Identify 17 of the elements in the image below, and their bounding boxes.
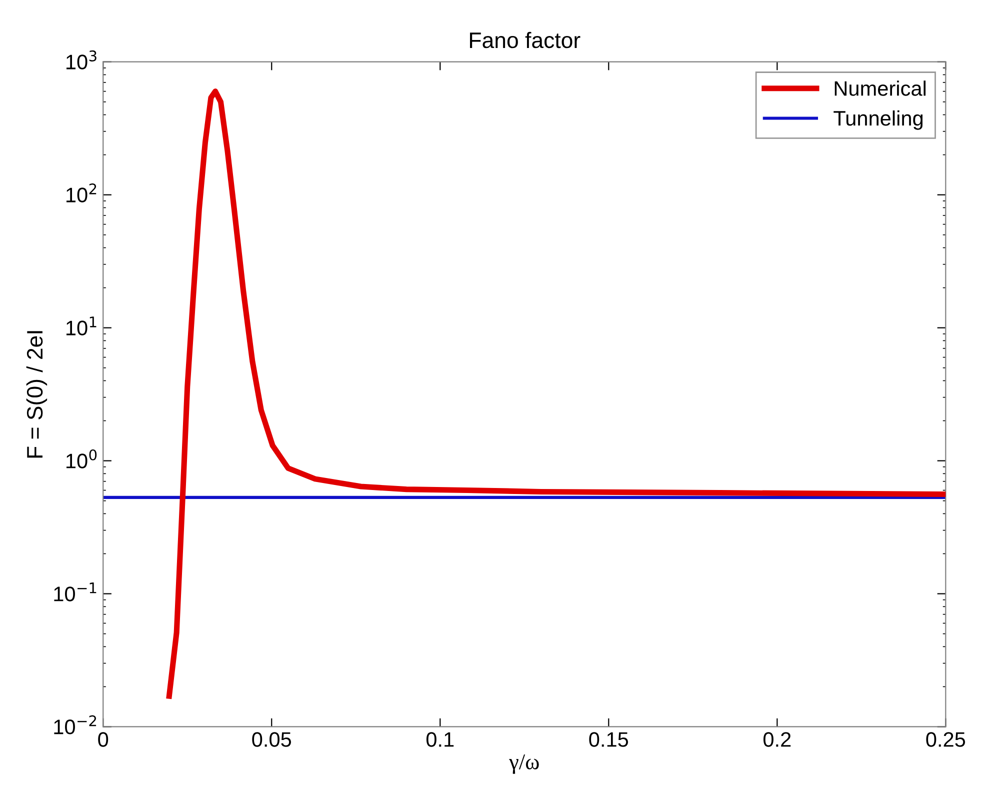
x-tick-label: 0.05 [252,732,292,747]
x-tick-label: 0.25 [926,732,966,747]
y-tick-label: 10$^{−1}$ [54,582,96,602]
y-tick-label: 10$^{2}$ [66,183,96,202]
x-tick-label: 0.1 [426,732,454,747]
x-tick-label: 0.2 [763,732,791,747]
legend-label: Numerical [834,80,926,96]
y-tick-label: 10$^{1}$ [66,316,96,336]
x-axis-title: γ/ω [509,754,539,774]
x-tick-label: 0.15 [589,732,628,747]
x-tick-label: 0 [98,732,108,747]
y-tick-label: 10$^{3}$ [66,50,96,70]
y-axis-title: F = S(0) / 2eI [26,331,48,458]
y-tick-label: 10$^{0}$ [66,449,97,468]
legend-label: Tunneling [834,110,923,130]
y-tick-label: 10$^{−2}$ [54,715,96,734]
chart-title: Fano factor [470,32,580,48]
